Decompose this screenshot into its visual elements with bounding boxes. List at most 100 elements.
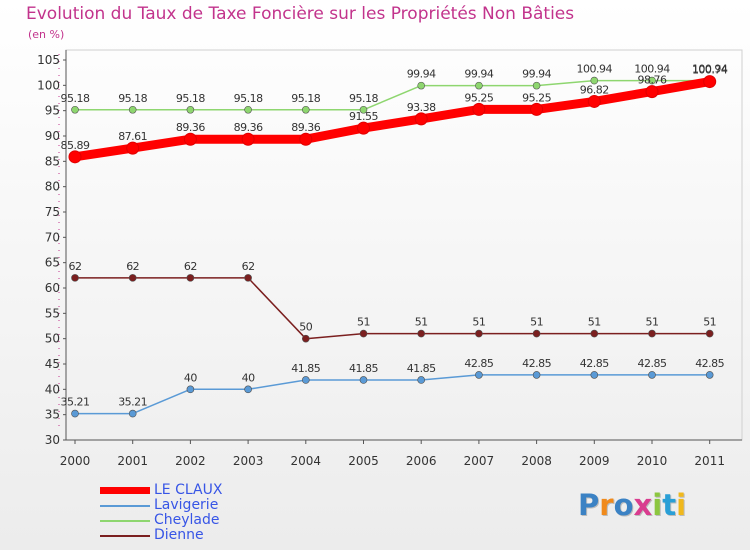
data-point (301, 376, 310, 384)
data-point (71, 409, 79, 418)
legend-label: Dienne (154, 527, 204, 543)
data-label: 95.18 (118, 92, 147, 105)
y-tick-label: 35 (45, 408, 60, 422)
data-point (705, 371, 714, 379)
x-tick-label: 2010 (637, 454, 668, 468)
data-point (703, 75, 717, 89)
data-label: 98.76 (638, 74, 667, 87)
data-label: 62 (69, 260, 82, 273)
y-tick-label: 55 (45, 306, 60, 320)
logo-letter: i (652, 488, 663, 522)
data-label: 41.85 (407, 362, 436, 375)
data-point (475, 371, 483, 379)
data-label: 95.25 (522, 91, 551, 104)
x-tick-label: 2005 (348, 454, 379, 468)
data-label: 42.85 (464, 357, 493, 370)
data-label: 42.85 (638, 357, 667, 370)
proxiti-logo: Proxiti (578, 488, 686, 522)
data-point (301, 334, 310, 343)
data-label: 42.85 (580, 357, 609, 370)
y-tick-label: 70 (45, 230, 60, 244)
logo-letter: x (633, 488, 653, 522)
data-label: 50 (299, 321, 312, 334)
data-label: 41.85 (349, 362, 378, 375)
data-point (357, 121, 370, 135)
data-label: 99.94 (522, 68, 551, 81)
data-label: 40 (184, 371, 197, 384)
data-label: 100.94 (692, 63, 728, 76)
data-point (472, 102, 486, 116)
y-tick-label: 65 (45, 256, 60, 270)
data-label: 89.36 (291, 121, 320, 134)
data-point (590, 329, 599, 338)
data-point (186, 274, 195, 282)
data-point (648, 329, 656, 338)
data-label: 95.18 (61, 92, 90, 105)
x-tick-label: 2006 (406, 454, 437, 468)
data-label: 89.36 (176, 121, 205, 134)
data-point (417, 81, 426, 90)
data-label: 51 (646, 316, 659, 329)
data-label: 35.21 (118, 396, 147, 409)
legend-label: Lavigerie (154, 497, 219, 513)
data-point (299, 132, 313, 146)
data-point (645, 85, 659, 99)
data-point (532, 329, 541, 338)
data-label: 62 (126, 260, 139, 273)
data-point (128, 409, 137, 418)
data-label: 35.21 (61, 396, 90, 409)
data-point (475, 329, 483, 338)
data-point (183, 132, 197, 146)
data-point (359, 329, 368, 338)
data-point (590, 371, 599, 379)
y-tick-label: 105 (37, 53, 60, 67)
y-tick-label: 60 (45, 281, 60, 295)
legend-swatch (100, 535, 150, 537)
data-point (186, 105, 195, 114)
data-label: 42.85 (695, 357, 724, 370)
data-point (648, 371, 656, 379)
x-tick-label: 2008 (521, 454, 552, 468)
x-tick-label: 2009 (579, 454, 610, 468)
y-tick-label: 90 (45, 129, 60, 143)
data-label: 51 (530, 316, 543, 329)
legend-label: Cheylade (154, 512, 220, 528)
logo-letter: r (599, 488, 614, 522)
data-point (532, 81, 541, 90)
data-label: 95.18 (234, 92, 263, 105)
data-point (530, 102, 544, 116)
data-point (71, 105, 79, 114)
data-point (244, 274, 252, 282)
data-point (244, 105, 252, 114)
x-tick-label: 2011 (694, 454, 725, 468)
data-point (128, 105, 137, 114)
series-line-le-claux (70, 77, 715, 162)
data-label: 95.18 (176, 92, 205, 105)
legend-swatch (100, 487, 150, 494)
x-tick-label: 2003 (233, 454, 264, 468)
x-tick-label: 2007 (464, 454, 495, 468)
data-label: 42.85 (522, 357, 551, 370)
x-tick-label: 2002 (175, 454, 206, 468)
data-point (126, 141, 140, 155)
data-label: 100.94 (577, 63, 613, 76)
data-point (186, 385, 195, 394)
logo-letter: i (676, 488, 687, 522)
data-label: 91.55 (349, 110, 378, 123)
series-line-dienne (74, 277, 711, 340)
x-tick-label: 2000 (60, 454, 91, 468)
data-label: 99.94 (464, 68, 493, 81)
series-line-lavigerie (74, 374, 711, 415)
data-point (648, 76, 656, 85)
data-point (532, 371, 541, 379)
data-point (590, 76, 599, 85)
data-point (128, 274, 137, 282)
data-point (71, 274, 79, 282)
legend-swatch (100, 520, 150, 522)
data-point (359, 376, 368, 384)
data-point (705, 329, 714, 338)
data-label: 51 (588, 316, 601, 329)
data-label: 85.89 (61, 139, 90, 152)
data-point (359, 105, 368, 114)
